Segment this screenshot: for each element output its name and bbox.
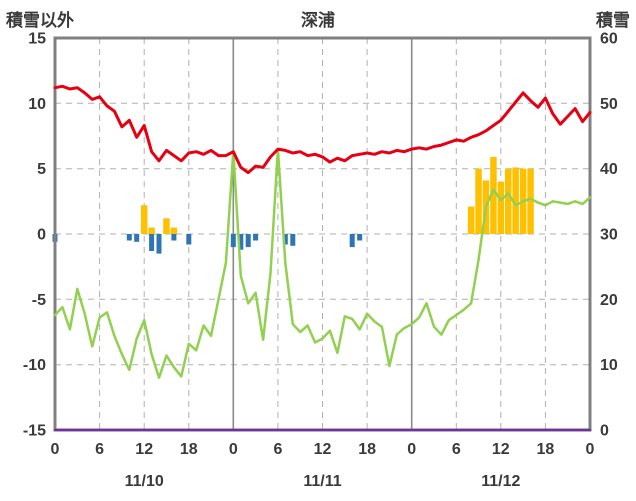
svg-text:12: 12 xyxy=(314,441,332,458)
svg-text:10: 10 xyxy=(28,96,46,113)
svg-text:60: 60 xyxy=(600,31,618,48)
svg-text:50: 50 xyxy=(600,96,618,113)
svg-text:11/11: 11/11 xyxy=(303,473,341,490)
svg-text:15: 15 xyxy=(28,31,46,48)
svg-text:0: 0 xyxy=(37,227,46,244)
svg-text:12: 12 xyxy=(135,441,153,458)
svg-text:12: 12 xyxy=(492,441,510,458)
svg-text:5: 5 xyxy=(37,161,46,178)
svg-text:0: 0 xyxy=(229,441,238,458)
svg-text:6: 6 xyxy=(273,441,282,458)
temperature-line xyxy=(53,84,592,175)
left-axis-ticks: 15 10 5 0 -5 -10 -15 xyxy=(23,31,46,440)
date-labels: 11/10 11/11 11/12 xyxy=(125,473,521,490)
precipitation-bars xyxy=(140,156,534,234)
svg-text:0: 0 xyxy=(600,423,609,440)
svg-text:6: 6 xyxy=(95,441,104,458)
svg-text:-10: -10 xyxy=(23,357,46,374)
svg-text:18: 18 xyxy=(537,441,555,458)
green-line xyxy=(53,147,592,379)
right-axis-title: 積雪 xyxy=(596,11,630,30)
svg-text:0: 0 xyxy=(586,441,595,458)
svg-text:6: 6 xyxy=(452,441,461,458)
svg-text:11/10: 11/10 xyxy=(125,473,164,490)
svg-text:0: 0 xyxy=(407,441,416,458)
left-axis-title: 積雪以外 xyxy=(6,11,74,30)
svg-text:11/12: 11/12 xyxy=(481,473,520,490)
right-axis-ticks: 60 50 40 30 20 10 0 xyxy=(600,31,618,440)
svg-text:18: 18 xyxy=(358,441,376,458)
svg-text:30: 30 xyxy=(600,227,618,244)
negative-bars xyxy=(52,234,363,254)
svg-text:0: 0 xyxy=(51,441,60,458)
svg-text:-5: -5 xyxy=(32,292,46,309)
x-axis-ticks: 0 6 12 18 0 6 12 18 0 6 12 18 0 xyxy=(51,441,595,458)
chart-title: 深浦 xyxy=(301,11,335,30)
svg-text:40: 40 xyxy=(600,161,618,178)
svg-text:-15: -15 xyxy=(23,423,46,440)
svg-text:10: 10 xyxy=(600,357,618,374)
svg-text:20: 20 xyxy=(600,292,618,309)
svg-text:18: 18 xyxy=(180,441,198,458)
